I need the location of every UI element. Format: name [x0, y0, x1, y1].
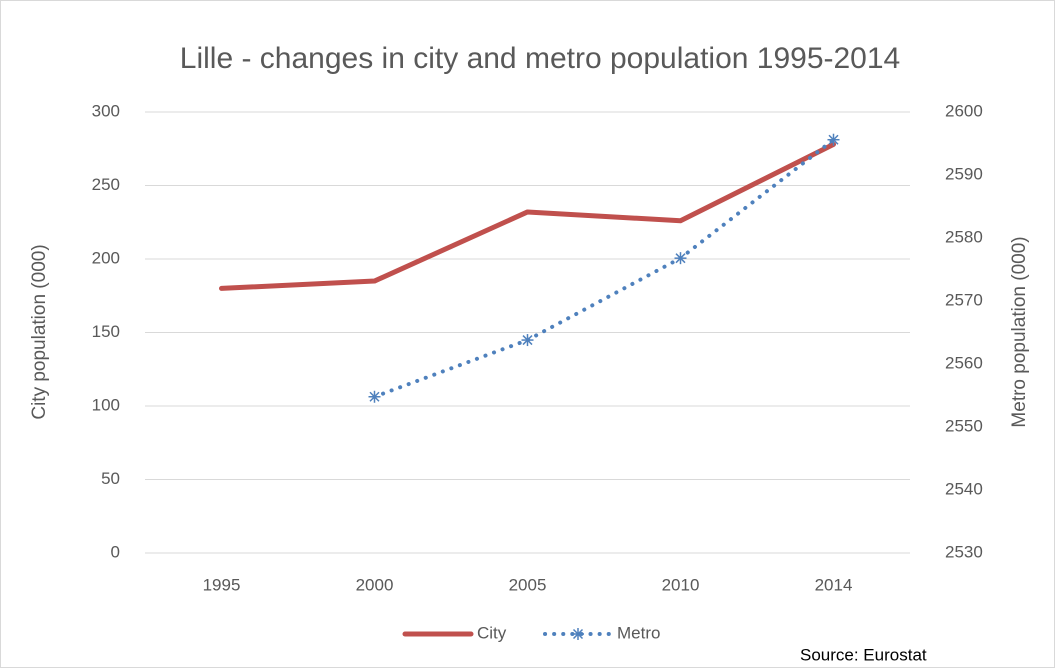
y-tick-label: 0	[111, 542, 120, 561]
source-note: Source: Eurostat	[800, 645, 927, 664]
y-tick-label: 150	[92, 322, 120, 341]
legend-label: Metro	[617, 623, 660, 642]
y-tick-label: 250	[92, 175, 120, 194]
marker	[674, 252, 687, 265]
y-axis-label: City population (000)	[29, 244, 50, 419]
y2-tick-label: 2590	[945, 164, 983, 183]
y2-tick-label: 2540	[945, 479, 983, 498]
marker	[572, 628, 584, 640]
marker-stroke	[369, 391, 380, 402]
series-line	[219, 141, 836, 291]
x-tick-label: 2010	[662, 575, 700, 594]
series-line	[372, 137, 836, 399]
chart-title: Lille - changes in city and metro popula…	[180, 42, 900, 75]
y2-tick-label: 2530	[945, 542, 983, 561]
y-tick-label: 100	[92, 395, 120, 414]
x-tick-label: 2014	[815, 575, 853, 594]
legend-label: City	[477, 623, 507, 642]
y2-axis-label: Metro population (000)	[1009, 236, 1030, 427]
x-tick-label: 2000	[356, 575, 394, 594]
x-tick-label: 1995	[203, 575, 241, 594]
x-tick-label: 2005	[509, 575, 547, 594]
marker-stroke	[675, 253, 686, 264]
y2-tick-label: 2580	[945, 227, 983, 246]
marker-stroke	[522, 335, 533, 346]
y-tick-label: 50	[101, 469, 120, 488]
y-tick-label: 300	[92, 101, 120, 120]
y2-tick-label: 2550	[945, 416, 983, 435]
y2-tick-label: 2560	[945, 353, 983, 372]
marker-stroke	[828, 134, 839, 145]
y2-tick-label: 2600	[945, 101, 983, 120]
marker	[368, 390, 381, 403]
marker	[521, 334, 534, 347]
y-tick-label: 200	[92, 248, 120, 267]
marker	[827, 133, 840, 146]
marker-stroke	[572, 628, 584, 640]
y2-tick-label: 2570	[945, 290, 983, 309]
